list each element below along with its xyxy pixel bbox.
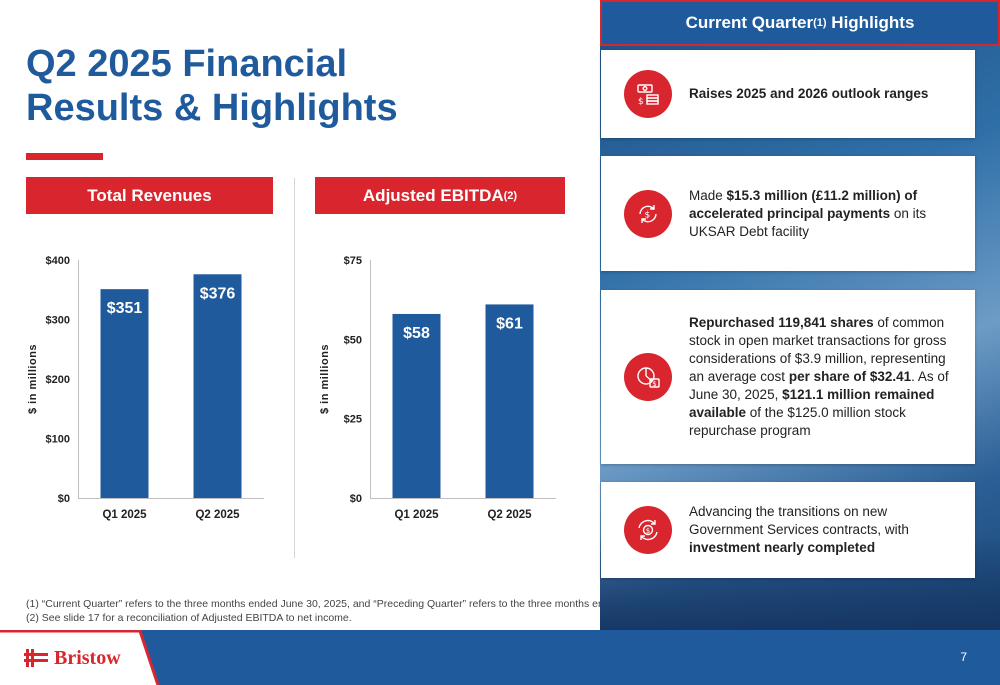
y-axis-label: $ in millions bbox=[27, 344, 39, 414]
y-tick-label: $300 bbox=[46, 315, 70, 327]
footnote-1: (1) “Current Quarter” refers to the thre… bbox=[26, 598, 701, 610]
highlight-text-run: Advancing the transitions on new Governm… bbox=[689, 504, 909, 537]
y-tick-label: $25 bbox=[344, 414, 362, 426]
footer-bar bbox=[0, 630, 1000, 685]
ebitda-chart: $ in millions $0 $25 $50 $75 $58 Q1 2025 $61 Q2 … bbox=[319, 255, 556, 521]
y-tick-label: $0 bbox=[350, 493, 362, 505]
highlight-text-run: Made bbox=[689, 187, 727, 203]
title-accent-bar bbox=[26, 153, 103, 160]
ebitda-chart-header: Adjusted EBITDA (2) bbox=[315, 177, 565, 214]
charts-divider bbox=[294, 178, 295, 558]
bar-value-label: $61 bbox=[496, 315, 523, 332]
ebitda-chart-title: Adjusted EBITDA bbox=[362, 185, 504, 205]
page-title: Q2 2025 Financial Results & Highlights bbox=[26, 42, 398, 130]
page-number: 7 bbox=[960, 650, 967, 664]
svg-text:$: $ bbox=[652, 380, 656, 388]
y-tick-label: $0 bbox=[58, 493, 70, 505]
x-tick-label: Q1 2025 bbox=[102, 509, 147, 521]
highlight-bold-run: $15.3 million (£11.2 million) of acceler… bbox=[689, 187, 918, 221]
x-tick-label: Q2 2025 bbox=[195, 509, 240, 521]
bar bbox=[485, 304, 534, 498]
footnotes: (1) “Current Quarter” refers to the thre… bbox=[26, 597, 700, 625]
y-tick-label: $200 bbox=[46, 374, 70, 386]
money-stack-icon: $ bbox=[624, 70, 672, 118]
revenues-chart: $ in millions $0 $100 $200 $300 $400 $351 Q1 20… bbox=[27, 255, 264, 521]
highlight-bold-run: Raises 2025 and 2026 outlook ranges bbox=[689, 86, 929, 101]
revenues-chart-header: Total Revenues bbox=[26, 177, 273, 214]
bristow-logo: Bristow bbox=[24, 646, 121, 670]
highlights-header-footnote-ref: (1) bbox=[813, 17, 827, 29]
highlight-bold-run: $121.1 million remained available bbox=[689, 387, 935, 420]
highlight-text: Raises 2025 and 2026 outlook ranges bbox=[689, 85, 928, 103]
highlight-text-run: on its UKSAR Debt facility bbox=[689, 205, 927, 239]
svg-text:$: $ bbox=[645, 210, 651, 220]
highlight-text-run: . As of June 30, 2025, bbox=[689, 369, 949, 402]
highlight-bold-run: investment nearly completed bbox=[689, 540, 876, 555]
highlights-header: Current Quarter (1) Highlights bbox=[600, 0, 1000, 46]
highlight-text: Made $15.3 million (£11.2 million) of ac… bbox=[689, 187, 957, 241]
title-line-1: Q2 2025 Financial bbox=[26, 43, 348, 85]
highlight-text: Repurchased 119,841 shares of common sto… bbox=[689, 314, 957, 440]
highlight-bold-run: per share of $32.41 bbox=[788, 369, 912, 384]
svg-text:$: $ bbox=[638, 97, 644, 107]
y-tick-label: $75 bbox=[344, 255, 362, 267]
bar-value-label: $376 bbox=[200, 285, 236, 302]
footer-accent-line bbox=[0, 630, 160, 685]
y-tick-label: $50 bbox=[344, 334, 362, 346]
footnote-2: (2) See slide 17 for a reconciliation of… bbox=[26, 612, 352, 624]
x-tick-label: Q1 2025 bbox=[394, 509, 439, 521]
share-chart-icon: $ bbox=[624, 353, 672, 401]
highlight-card-repurchase: $ Repurchased 119,841 shares of common s… bbox=[601, 290, 975, 464]
bristow-logo-icon bbox=[24, 649, 48, 667]
highlight-card-outlook: $ Raises 2025 and 2026 outlook ranges bbox=[601, 50, 975, 138]
highlight-text-run: of the $125.0 million stock repurchase p… bbox=[689, 405, 906, 438]
y-axis-label: $ in millions bbox=[319, 344, 331, 414]
highlights-header-suffix: Highlights bbox=[826, 13, 915, 32]
highlight-text-run: of common stock in open market transacti… bbox=[689, 315, 947, 384]
bar-value-label: $351 bbox=[107, 300, 143, 317]
highlights-header-text: Current Quarter bbox=[685, 13, 814, 32]
revenues-chart-title: Total Revenues bbox=[87, 185, 212, 205]
title-line-2: Results & Highlights bbox=[26, 87, 398, 129]
bar bbox=[100, 289, 149, 498]
bar bbox=[392, 313, 441, 498]
bar bbox=[193, 274, 242, 498]
highlight-text: Advancing the transitions on new Governm… bbox=[689, 503, 957, 557]
y-tick-label: $100 bbox=[46, 434, 70, 446]
y-tick-label: $400 bbox=[46, 255, 70, 267]
highlight-card-payments: $ Made $15.3 million (£11.2 million) of … bbox=[601, 156, 975, 271]
x-tick-label: Q2 2025 bbox=[487, 509, 532, 521]
svg-text:$: $ bbox=[646, 527, 650, 535]
payment-cycle-icon: $ bbox=[624, 189, 672, 238]
ebitda-footnote-ref: (2) bbox=[503, 189, 518, 202]
highlight-bold-run: Repurchased 119,841 shares bbox=[689, 315, 874, 330]
bar-value-label: $58 bbox=[403, 325, 430, 342]
bristow-logo-text: Bristow bbox=[54, 646, 121, 669]
highlight-card-government: $ Advancing the transitions on new Gover… bbox=[601, 482, 975, 578]
dollar-cycle-icon: $ bbox=[624, 506, 672, 554]
